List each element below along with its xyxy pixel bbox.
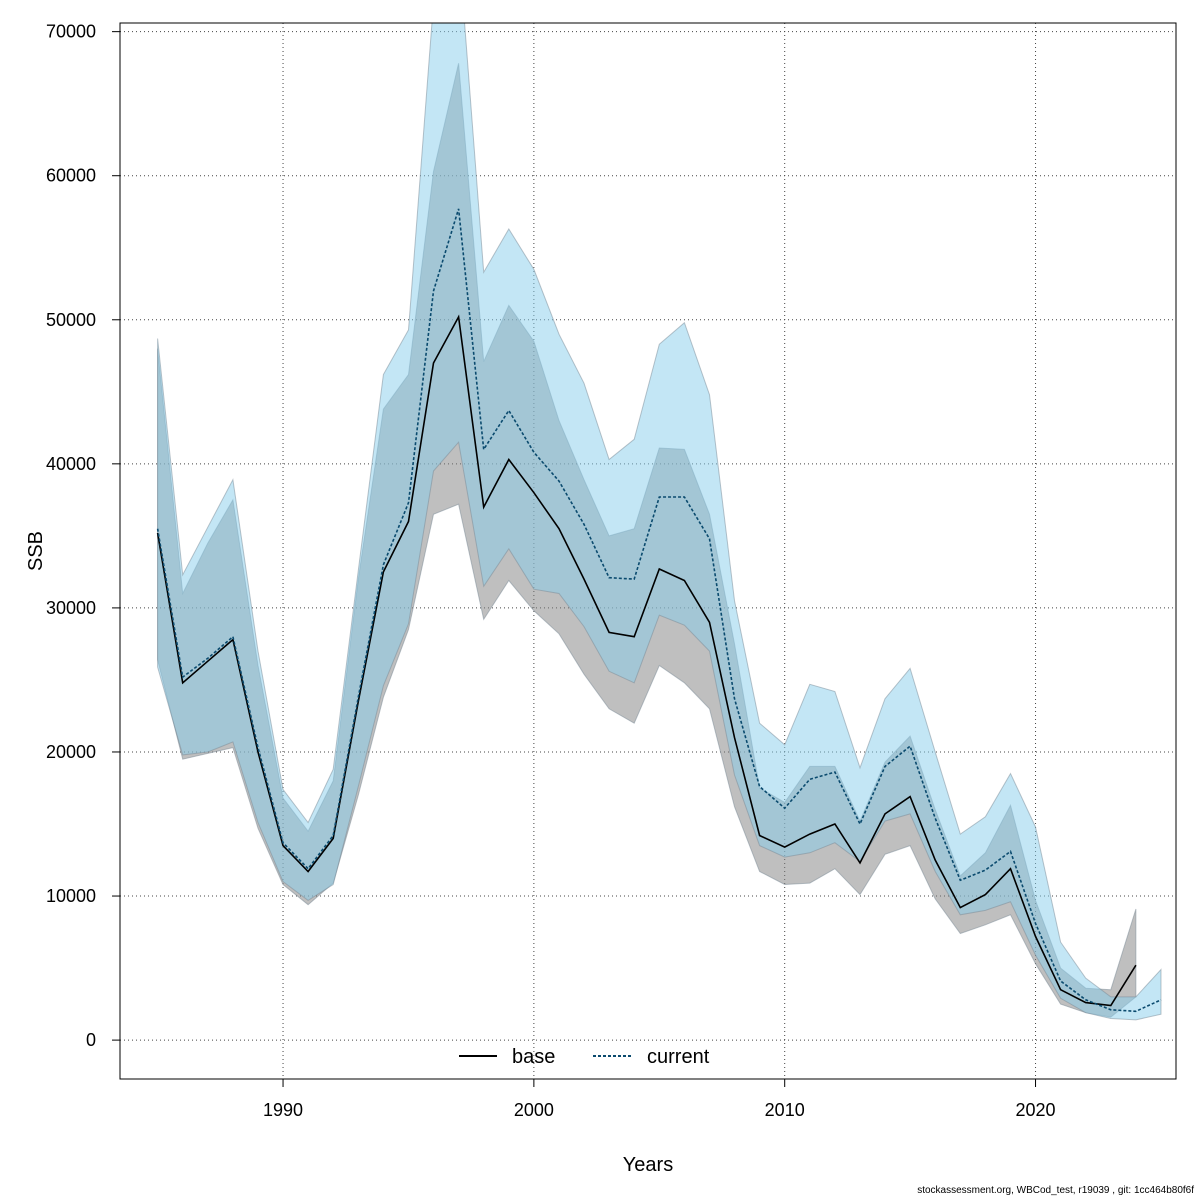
y-axis: 0 10000 20000 30000 40000 50000 60000 70000: [46, 22, 120, 1050]
plot-frame: [119, 22, 1177, 1080]
x-axis: 1990 2000 2010 2020: [263, 1079, 1056, 1120]
y-tick-label: 70000: [46, 22, 96, 42]
y-tick-label: 40000: [46, 454, 96, 474]
line-current: [156, 208, 1162, 1013]
legend: base current: [459, 1046, 710, 1068]
x-tick-label: 2020: [1016, 1100, 1056, 1120]
x-tick-label: 2010: [765, 1100, 805, 1120]
y-tick-label: 10000: [46, 886, 96, 906]
y-tick-label: 60000: [46, 166, 96, 186]
y-axis-title: SSB: [25, 531, 47, 571]
line-base: [156, 314, 1137, 1007]
y-tick-label: 20000: [46, 742, 96, 762]
x-tick-label: 1990: [263, 1100, 303, 1120]
x-tick-label: 2000: [514, 1100, 554, 1120]
x-axis-title: Years: [623, 1154, 673, 1176]
legend-label-current: current: [647, 1046, 710, 1068]
series-lines: [156, 208, 1162, 1013]
y-tick-label: 0: [86, 1030, 96, 1050]
footer-note: stockassessment.org, WBCod_test, r19039 …: [917, 1185, 1194, 1196]
y-tick-label: 30000: [46, 598, 96, 618]
y-tick-label: 50000: [46, 310, 96, 330]
legend-label-base: base: [512, 1046, 555, 1068]
band-current: [157, 23, 1162, 1021]
confidence-bands: [157, 23, 1162, 1021]
